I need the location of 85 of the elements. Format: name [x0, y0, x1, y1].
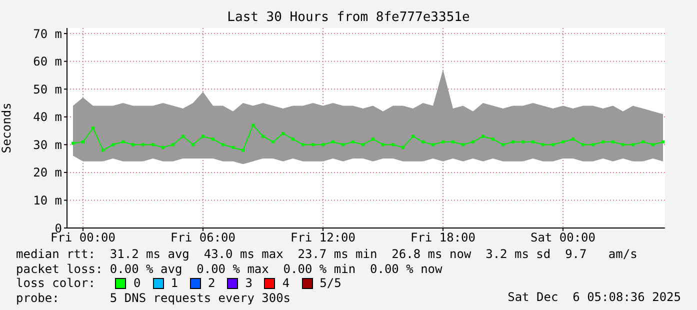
point [352, 140, 354, 144]
y-tick-label: 50 m [33, 82, 62, 96]
point [132, 143, 134, 146]
point [392, 143, 394, 146]
point [552, 143, 554, 146]
point [502, 143, 504, 146]
point [112, 143, 114, 146]
point [542, 143, 544, 146]
y-axis-title: Seconds [0, 102, 14, 154]
point [662, 140, 664, 144]
point [152, 143, 154, 146]
x-tick-label: Fri 06:00 [170, 230, 236, 245]
point [382, 143, 384, 146]
point [402, 146, 404, 149]
point [102, 148, 104, 152]
text: 1 [170, 276, 178, 290]
point [342, 143, 344, 146]
point [622, 143, 624, 146]
point [492, 138, 494, 141]
point [292, 138, 294, 141]
point [642, 140, 644, 144]
point [272, 140, 274, 144]
text: median rtt: 31.2 ms avg 43.0 ms max 23.7 ms min 26.8 ms now 3.2 ms sd 9.7 am/s [16, 247, 638, 262]
point [212, 138, 214, 141]
point [122, 140, 124, 144]
y-tick-label: 70 m [33, 26, 62, 41]
y-tick-label: 20 m [33, 166, 62, 180]
point [202, 134, 204, 138]
text: 0 [133, 276, 141, 290]
point [82, 140, 84, 144]
point [162, 146, 164, 149]
text: 5/5 [320, 276, 342, 290]
point [612, 140, 614, 144]
point [362, 143, 364, 146]
point [422, 140, 424, 144]
text: 2 [208, 276, 216, 290]
text: packet loss: 0.00 % avg 0.00 % max 0.00 % min 0.00 % now [16, 262, 444, 276]
point [192, 143, 194, 146]
point [452, 140, 454, 144]
point [222, 143, 224, 146]
point [372, 138, 374, 141]
y-tick-label: 30 m [33, 138, 62, 152]
x-tick-label: Fri 18:00 [410, 230, 476, 245]
text: 4 [282, 276, 290, 290]
y-tick-label: 40 m [33, 110, 62, 124]
point [322, 143, 324, 146]
point [182, 134, 184, 138]
point [252, 124, 254, 127]
y-tick-label: 10 m [33, 193, 62, 208]
point [142, 143, 144, 146]
point [282, 132, 284, 136]
point [482, 134, 484, 138]
y-tick-label: 60 m [33, 54, 62, 69]
point [312, 143, 314, 146]
point [262, 134, 264, 138]
point [592, 143, 594, 146]
point [632, 143, 634, 146]
point [412, 134, 414, 138]
x-tick-label: Fri 00:00 [50, 230, 116, 245]
line-series [72, 124, 664, 152]
text: 3 [245, 276, 252, 290]
x-tick-label: Fri 12:00 [290, 230, 356, 245]
point [522, 140, 524, 144]
chart-title: Last 30 Hours from 8fe777e3351e [226, 10, 471, 25]
point [242, 148, 244, 152]
point [302, 143, 304, 146]
x-tick-label: Sat 00:00 [530, 230, 596, 245]
point [442, 140, 444, 144]
point [572, 138, 574, 141]
text: loss color: [16, 276, 96, 290]
text: probe: 5 DNS requests every 300s [16, 290, 291, 304]
point [512, 140, 514, 144]
point [582, 143, 584, 146]
text: Sat Dec 6 05:08:36 2025 [508, 290, 681, 304]
point [72, 142, 74, 145]
point [602, 140, 604, 144]
point [432, 143, 434, 146]
point [172, 143, 174, 146]
point [332, 140, 334, 144]
point [472, 140, 474, 144]
point [532, 140, 534, 144]
point [232, 146, 234, 149]
point [652, 143, 654, 146]
point [462, 143, 464, 146]
point [562, 140, 564, 144]
